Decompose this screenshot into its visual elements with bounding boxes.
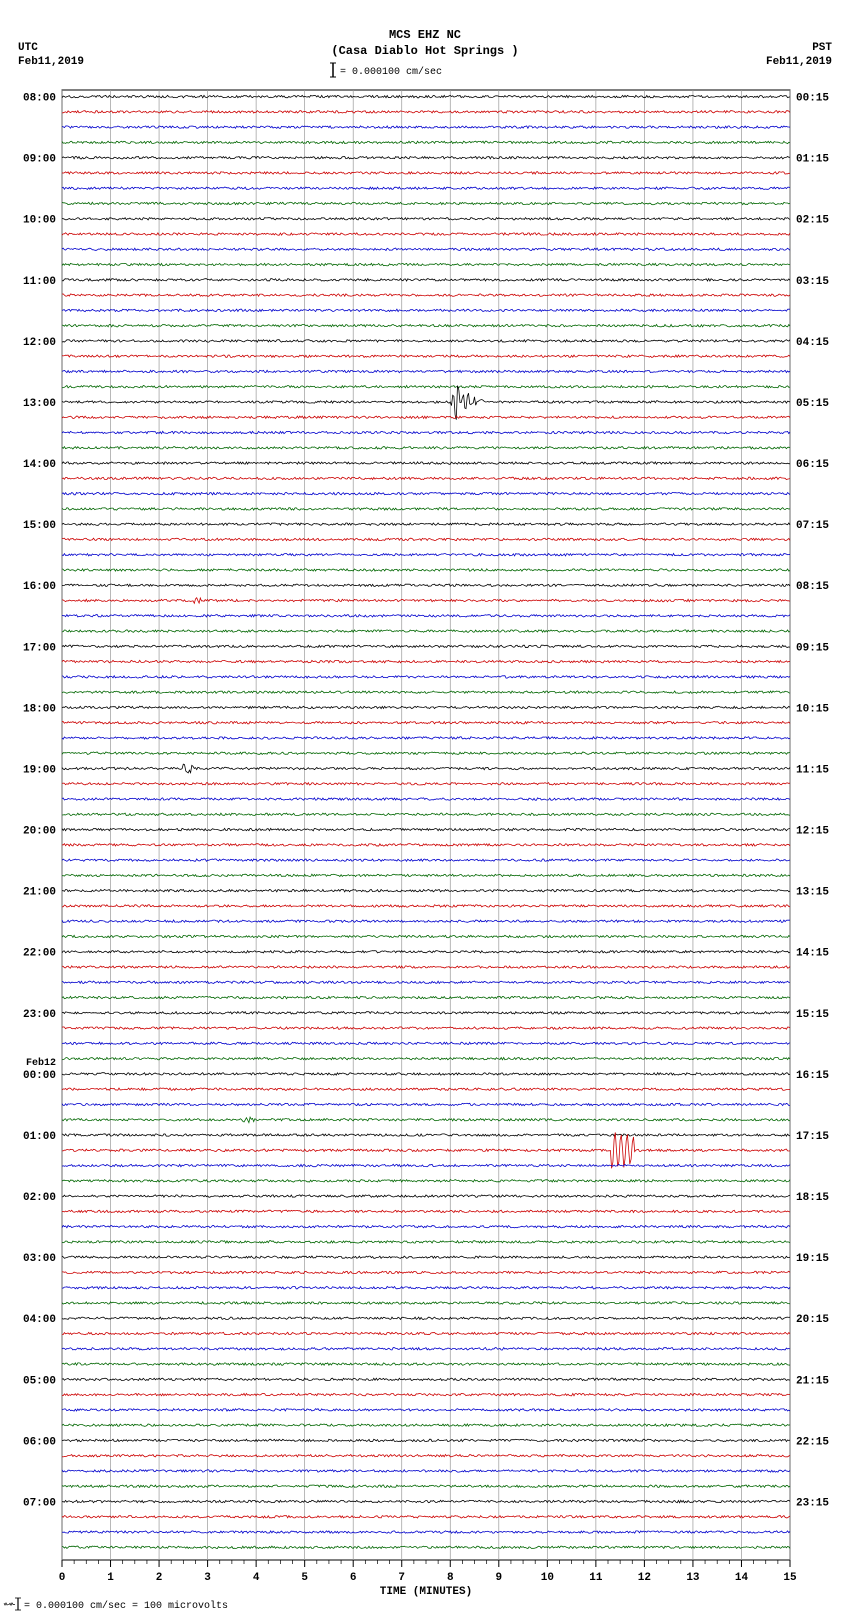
svg-text:11: 11 — [589, 1572, 603, 1584]
svg-text:10:00: 10:00 — [23, 215, 56, 227]
svg-text:23:00: 23:00 — [23, 1009, 56, 1021]
svg-text:Feb11,2019: Feb11,2019 — [18, 56, 84, 68]
svg-text:00:00: 00:00 — [23, 1070, 56, 1082]
svg-text:MCS EHZ NC: MCS EHZ NC — [389, 28, 461, 42]
svg-text:19:15: 19:15 — [796, 1253, 829, 1265]
svg-text:18:00: 18:00 — [23, 703, 56, 715]
svg-text:14:15: 14:15 — [796, 948, 829, 960]
svg-text:14: 14 — [735, 1572, 749, 1584]
svg-text:19:00: 19:00 — [23, 764, 56, 776]
svg-text:07:00: 07:00 — [23, 1497, 56, 1509]
svg-text:Feb11,2019: Feb11,2019 — [766, 56, 832, 68]
svg-text:00:15: 00:15 — [796, 93, 829, 105]
svg-text:17:15: 17:15 — [796, 1131, 829, 1143]
svg-text:20:15: 20:15 — [796, 1314, 829, 1326]
svg-text:15:00: 15:00 — [23, 520, 56, 532]
svg-text:11:15: 11:15 — [796, 764, 829, 776]
svg-text:UTC: UTC — [18, 42, 38, 54]
svg-text:23:15: 23:15 — [796, 1497, 829, 1509]
svg-text:06:00: 06:00 — [23, 1436, 56, 1448]
svg-text:2: 2 — [156, 1572, 163, 1584]
seismogram-container: MCS EHZ NC (Casa Diablo Hot Springs ) = 0… — [0, 0, 850, 1613]
svg-text:= 0.000100 cm/sec: = 0.000100 cm/sec — [340, 66, 442, 78]
svg-text:20:00: 20:00 — [23, 826, 56, 838]
svg-text:09:15: 09:15 — [796, 642, 829, 654]
svg-text:04:00: 04:00 — [23, 1314, 56, 1326]
svg-text:= 0.000100 cm/sec = 100 mic: = 0.000100 cm/sec = 100 microvolts — [24, 1600, 228, 1612]
svg-text:1: 1 — [107, 1572, 114, 1584]
svg-text:PST: PST — [812, 42, 832, 54]
svg-text:06:15: 06:15 — [796, 459, 829, 471]
svg-text:17:00: 17:00 — [23, 642, 56, 654]
svg-text:10: 10 — [541, 1572, 554, 1584]
svg-text:04:15: 04:15 — [796, 337, 829, 349]
svg-text:22:00: 22:00 — [23, 948, 56, 960]
svg-text:09:00: 09:00 — [23, 154, 56, 166]
seismogram-plot: MCS EHZ NC (Casa Diablo Hot Springs ) = 0… — [0, 0, 850, 1613]
svg-text:16:00: 16:00 — [23, 581, 56, 593]
svg-text:22:15: 22:15 — [796, 1436, 829, 1448]
svg-text:03:00: 03:00 — [23, 1253, 56, 1265]
svg-text:10:15: 10:15 — [796, 703, 829, 715]
svg-text:6: 6 — [350, 1572, 357, 1584]
svg-text:05:15: 05:15 — [796, 398, 829, 410]
svg-text:16:15: 16:15 — [796, 1070, 829, 1082]
svg-text:18:15: 18:15 — [796, 1192, 829, 1204]
svg-text:12:00: 12:00 — [23, 337, 56, 349]
svg-text:07:15: 07:15 — [796, 520, 829, 532]
svg-text:5: 5 — [301, 1572, 308, 1584]
svg-text:13:15: 13:15 — [796, 887, 829, 899]
svg-text:Feb12: Feb12 — [26, 1057, 56, 1069]
svg-text:02:15: 02:15 — [796, 215, 829, 227]
svg-text:12:15: 12:15 — [796, 826, 829, 838]
svg-text:7: 7 — [398, 1572, 405, 1584]
svg-text:08:15: 08:15 — [796, 581, 829, 593]
svg-text:(Casa Diablo Hot Springs ): (Casa Diablo Hot Springs ) — [331, 44, 518, 58]
svg-text:01:00: 01:00 — [23, 1131, 56, 1143]
svg-text:0: 0 — [59, 1572, 66, 1584]
svg-text:21:15: 21:15 — [796, 1375, 829, 1387]
svg-text:4: 4 — [253, 1572, 260, 1584]
svg-text:02:00: 02:00 — [23, 1192, 56, 1204]
svg-text:21:00: 21:00 — [23, 887, 56, 899]
svg-text:14:00: 14:00 — [23, 459, 56, 471]
svg-text:12: 12 — [638, 1572, 651, 1584]
svg-text:13:00: 13:00 — [23, 398, 56, 410]
svg-text:05:00: 05:00 — [23, 1375, 56, 1387]
svg-text:3: 3 — [204, 1572, 211, 1584]
svg-text:15: 15 — [783, 1572, 797, 1584]
svg-text:8: 8 — [447, 1572, 454, 1584]
svg-text:9: 9 — [495, 1572, 502, 1584]
svg-text:11:00: 11:00 — [23, 276, 56, 288]
svg-text:TIME (MINUTES): TIME (MINUTES) — [380, 1586, 472, 1598]
svg-text:08:00: 08:00 — [23, 93, 56, 105]
svg-text:13: 13 — [686, 1572, 700, 1584]
svg-text:15:15: 15:15 — [796, 1009, 829, 1021]
svg-text:01:15: 01:15 — [796, 154, 829, 166]
svg-text:03:15: 03:15 — [796, 276, 829, 288]
